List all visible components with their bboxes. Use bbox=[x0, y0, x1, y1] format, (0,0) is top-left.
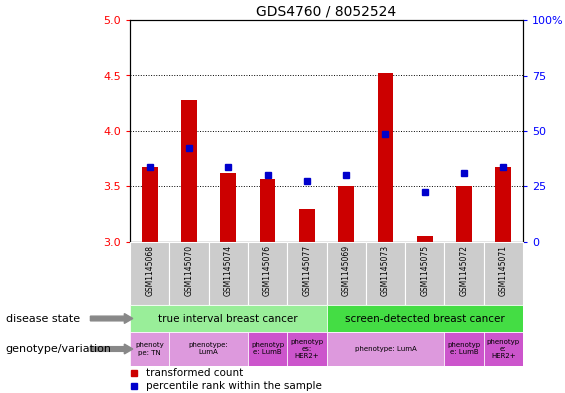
Text: GSM1145073: GSM1145073 bbox=[381, 245, 390, 296]
Text: screen-detected breast cancer: screen-detected breast cancer bbox=[345, 314, 505, 323]
Text: disease state: disease state bbox=[6, 314, 80, 323]
Text: phenotyp
e: LumB: phenotyp e: LumB bbox=[251, 343, 284, 356]
Bar bbox=[456, 187, 472, 242]
Bar bbox=[248, 242, 287, 305]
Bar bbox=[287, 332, 327, 366]
Text: GSM1145068: GSM1145068 bbox=[145, 245, 154, 296]
Bar bbox=[445, 242, 484, 305]
Text: phenotyp
e: LumB: phenotyp e: LumB bbox=[447, 343, 481, 356]
Text: transformed count: transformed count bbox=[146, 368, 243, 378]
Bar bbox=[142, 167, 158, 242]
Bar bbox=[327, 242, 366, 305]
Bar bbox=[208, 242, 248, 305]
Bar bbox=[484, 242, 523, 305]
Text: phenotype: LumA: phenotype: LumA bbox=[355, 346, 416, 352]
Bar bbox=[496, 167, 511, 242]
Text: phenoty
pe: TN: phenoty pe: TN bbox=[135, 343, 164, 356]
Bar bbox=[181, 100, 197, 242]
Bar bbox=[248, 332, 287, 366]
Bar bbox=[327, 332, 445, 366]
Text: GSM1145072: GSM1145072 bbox=[459, 245, 468, 296]
Bar bbox=[366, 242, 405, 305]
Text: percentile rank within the sample: percentile rank within the sample bbox=[146, 381, 321, 391]
Text: GSM1145071: GSM1145071 bbox=[499, 245, 508, 296]
Bar bbox=[417, 237, 433, 242]
Bar bbox=[445, 332, 484, 366]
Text: phenotyp
e:
HER2+: phenotyp e: HER2+ bbox=[487, 339, 520, 359]
Bar bbox=[287, 242, 327, 305]
Bar bbox=[170, 242, 208, 305]
Bar bbox=[260, 179, 275, 242]
Text: genotype/variation: genotype/variation bbox=[6, 344, 112, 354]
Bar bbox=[377, 73, 393, 242]
Bar bbox=[484, 332, 523, 366]
Text: GSM1145076: GSM1145076 bbox=[263, 245, 272, 296]
Bar bbox=[299, 209, 315, 242]
Text: GSM1145074: GSM1145074 bbox=[224, 245, 233, 296]
Bar bbox=[338, 187, 354, 242]
Text: GSM1145077: GSM1145077 bbox=[302, 245, 311, 296]
Bar bbox=[405, 242, 445, 305]
Text: phenotyp
es:
HER2+: phenotyp es: HER2+ bbox=[290, 339, 323, 359]
Bar bbox=[130, 332, 170, 366]
Bar bbox=[220, 173, 236, 242]
Text: true interval breast cancer: true interval breast cancer bbox=[158, 314, 298, 323]
Text: GSM1145070: GSM1145070 bbox=[184, 245, 193, 296]
Bar bbox=[170, 332, 248, 366]
Bar bbox=[327, 305, 523, 332]
Text: GSM1145069: GSM1145069 bbox=[342, 245, 351, 296]
Bar bbox=[130, 305, 327, 332]
Title: GDS4760 / 8052524: GDS4760 / 8052524 bbox=[257, 5, 397, 19]
Bar bbox=[130, 242, 170, 305]
Text: GSM1145075: GSM1145075 bbox=[420, 245, 429, 296]
Text: phenotype:
LumA: phenotype: LumA bbox=[189, 343, 228, 356]
